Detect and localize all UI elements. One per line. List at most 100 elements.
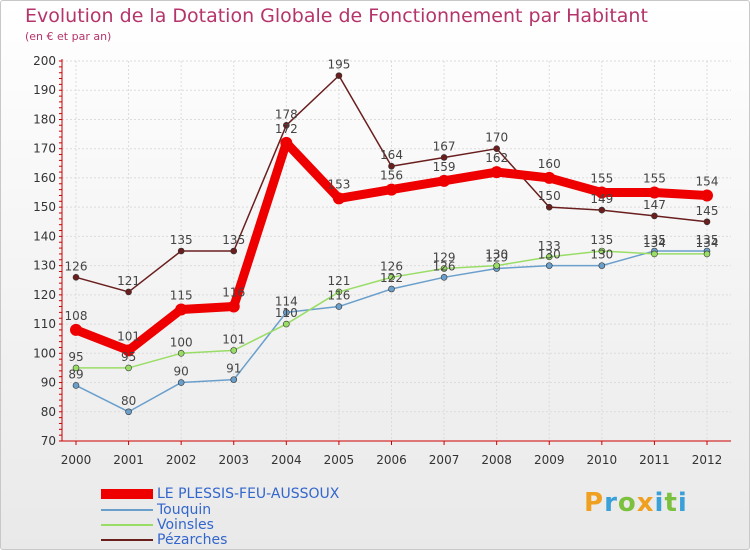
data-label: 145 bbox=[696, 204, 719, 218]
data-label: 135 bbox=[696, 233, 719, 247]
legend-swatch bbox=[101, 509, 153, 511]
data-point bbox=[227, 300, 240, 313]
x-tick-label: 2008 bbox=[481, 453, 512, 467]
logo-letter: t bbox=[664, 488, 678, 518]
y-tick-label: 110 bbox=[33, 317, 56, 331]
data-label: 90 bbox=[174, 365, 189, 379]
data-label: 126 bbox=[433, 259, 456, 273]
data-label: 121 bbox=[117, 274, 140, 288]
data-point bbox=[388, 285, 395, 293]
data-label: 101 bbox=[222, 332, 245, 346]
chart-title: Evolution de la Dotation Globale de Fonc… bbox=[25, 5, 648, 27]
y-tick-label: 90 bbox=[41, 376, 56, 390]
data-point bbox=[72, 382, 80, 389]
logo-letter: P bbox=[584, 488, 605, 518]
data-point bbox=[125, 408, 132, 416]
data-point bbox=[493, 262, 500, 269]
data-point bbox=[598, 262, 606, 269]
data-point bbox=[648, 186, 661, 199]
data-label: 108 bbox=[65, 309, 88, 323]
data-label: 130 bbox=[485, 248, 508, 262]
logo-letter: r bbox=[604, 488, 618, 518]
data-point bbox=[122, 344, 135, 357]
x-tick-label: 2004 bbox=[271, 453, 302, 467]
data-point bbox=[703, 250, 711, 258]
data-label: 133 bbox=[538, 239, 561, 253]
data-point bbox=[543, 171, 556, 184]
data-point bbox=[545, 253, 553, 261]
x-tick-label: 2011 bbox=[639, 453, 670, 467]
data-point bbox=[440, 265, 448, 272]
legend-label: Pézarches bbox=[157, 532, 228, 548]
data-label: 89 bbox=[68, 367, 83, 381]
data-label: 170 bbox=[485, 131, 508, 145]
y-tick-label: 180 bbox=[33, 112, 56, 126]
y-tick-label: 140 bbox=[33, 229, 56, 243]
y-tick-label: 170 bbox=[33, 142, 56, 156]
legend-item: Voinsles bbox=[101, 517, 401, 533]
data-label: 134 bbox=[696, 236, 719, 250]
data-label: 116 bbox=[222, 286, 245, 300]
legend-item: Pézarches bbox=[101, 532, 401, 548]
data-label: 115 bbox=[170, 288, 193, 302]
data-label: 150 bbox=[538, 189, 561, 203]
data-label: 167 bbox=[433, 139, 456, 153]
data-label: 114 bbox=[275, 294, 298, 308]
data-point bbox=[440, 154, 448, 161]
y-tick-label: 80 bbox=[41, 405, 56, 419]
data-point bbox=[72, 364, 80, 372]
x-tick-label: 2005 bbox=[324, 453, 355, 467]
x-tick-label: 2012 bbox=[692, 453, 723, 467]
data-label: 154 bbox=[696, 174, 719, 188]
data-point bbox=[438, 174, 451, 187]
data-label: 130 bbox=[590, 248, 613, 262]
legend-label: LE PLESSIS-FEU-AUSSOUX bbox=[157, 486, 340, 502]
data-label: 155 bbox=[643, 172, 666, 186]
data-label: 149 bbox=[590, 192, 613, 206]
data-label: 100 bbox=[170, 335, 193, 349]
data-label: 101 bbox=[117, 329, 140, 343]
data-label: 126 bbox=[380, 259, 403, 273]
data-label: 178 bbox=[275, 107, 298, 121]
logo-letter: x bbox=[636, 488, 655, 518]
legend-item: Touquin bbox=[101, 502, 401, 518]
x-tick-label: 2010 bbox=[587, 453, 618, 467]
chart-subtitle: (en € et par an) bbox=[25, 30, 112, 43]
data-label: 134 bbox=[643, 236, 666, 250]
proxiti-logo: Proxiti bbox=[584, 488, 688, 518]
data-point bbox=[545, 262, 553, 269]
y-tick-label: 130 bbox=[33, 259, 56, 273]
data-label: 95 bbox=[121, 350, 136, 364]
data-point bbox=[701, 189, 713, 202]
data-point bbox=[595, 186, 608, 199]
x-tick-label: 2006 bbox=[376, 453, 407, 467]
data-point bbox=[283, 122, 290, 129]
data-point bbox=[493, 145, 500, 152]
data-point bbox=[651, 212, 658, 220]
y-tick-label: 100 bbox=[33, 346, 56, 360]
x-tick-label: 2003 bbox=[218, 453, 249, 467]
data-label: 135 bbox=[222, 233, 245, 247]
data-point bbox=[335, 303, 343, 310]
data-label: 126 bbox=[65, 259, 88, 273]
data-label: 122 bbox=[380, 271, 403, 285]
data-point bbox=[280, 136, 293, 149]
logo-letter: o bbox=[617, 488, 637, 518]
data-label: 155 bbox=[590, 172, 613, 186]
data-label: 156 bbox=[380, 169, 403, 183]
data-point bbox=[335, 72, 343, 79]
data-point bbox=[388, 274, 395, 281]
data-point bbox=[388, 162, 395, 170]
data-label: 121 bbox=[327, 274, 350, 288]
data-label: 153 bbox=[327, 177, 350, 191]
data-point bbox=[125, 364, 132, 372]
legend-swatch bbox=[101, 524, 153, 526]
data-point bbox=[177, 379, 185, 386]
data-point bbox=[385, 183, 398, 196]
data-point bbox=[283, 320, 290, 328]
y-tick-label: 150 bbox=[33, 200, 56, 214]
logo-letter: i bbox=[677, 488, 688, 518]
data-point bbox=[230, 347, 238, 354]
